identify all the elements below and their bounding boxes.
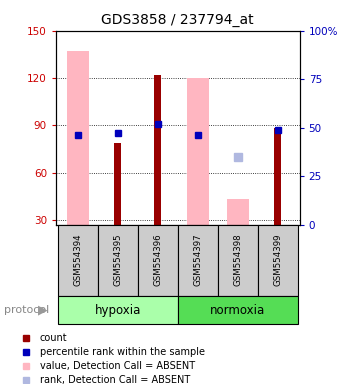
FancyBboxPatch shape	[178, 296, 297, 324]
Text: count: count	[40, 333, 67, 343]
Bar	[67, 51, 89, 225]
Text: percentile rank within the sample: percentile rank within the sample	[40, 347, 205, 357]
Text: hypoxia: hypoxia	[95, 304, 141, 316]
FancyBboxPatch shape	[138, 225, 178, 296]
FancyBboxPatch shape	[58, 296, 178, 324]
FancyBboxPatch shape	[98, 225, 138, 296]
Text: GSM554396: GSM554396	[153, 234, 162, 286]
Bar	[187, 78, 209, 225]
FancyBboxPatch shape	[218, 225, 258, 296]
Bar	[114, 143, 121, 225]
Text: ▶: ▶	[38, 304, 47, 316]
Text: GSM554398: GSM554398	[233, 234, 242, 286]
FancyBboxPatch shape	[178, 225, 218, 296]
Text: GSM554395: GSM554395	[113, 234, 122, 286]
Text: GSM554397: GSM554397	[193, 234, 202, 286]
Text: normoxia: normoxia	[210, 304, 265, 316]
Bar	[154, 75, 161, 225]
FancyBboxPatch shape	[258, 225, 297, 296]
FancyBboxPatch shape	[58, 225, 98, 296]
Text: rank, Detection Call = ABSENT: rank, Detection Call = ABSENT	[40, 375, 190, 384]
Text: protocol: protocol	[4, 305, 49, 315]
Text: GSM554394: GSM554394	[73, 234, 82, 286]
Text: GSM554399: GSM554399	[273, 234, 282, 286]
Text: value, Detection Call = ABSENT: value, Detection Call = ABSENT	[40, 361, 195, 371]
Bar	[274, 129, 281, 225]
Bar	[227, 199, 249, 225]
Title: GDS3858 / 237794_at: GDS3858 / 237794_at	[101, 13, 254, 27]
